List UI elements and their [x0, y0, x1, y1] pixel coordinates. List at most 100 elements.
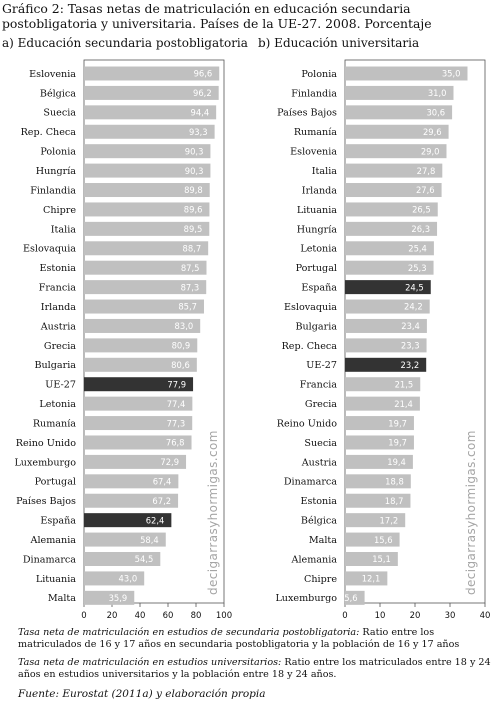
bar: [84, 85, 219, 100]
bar: [84, 357, 197, 372]
data-label: 29,0: [421, 146, 440, 156]
bar: [84, 299, 204, 314]
bar: [84, 318, 201, 333]
data-label: 5,6: [344, 593, 357, 603]
bar: [345, 338, 427, 353]
data-label: 88,7: [183, 243, 202, 253]
category-label: Polonia: [40, 147, 76, 158]
bar: [345, 124, 449, 139]
bar: [345, 144, 447, 159]
category-label: Finlandia: [30, 185, 76, 196]
bar: [84, 474, 179, 489]
category-label: Italia: [312, 166, 338, 177]
watermark-b: decigarrasyhormigas.com: [464, 430, 478, 595]
bar: [84, 163, 211, 178]
note-secundaria-text: Ratio entre los matriculados de 16 y 17 …: [18, 627, 460, 650]
category-label: Lituania: [297, 205, 337, 216]
data-label: 19,7: [388, 438, 407, 448]
category-label: Países Bajos: [277, 108, 337, 119]
watermark-a: decigarrasyhormigas.com: [206, 430, 220, 595]
category-label: Letonia: [39, 399, 76, 410]
data-label: 87,3: [181, 282, 200, 292]
panel-b: 0 10 20 30 40 Polonia 35,0 Finlandia 31,0 Países …: [275, 59, 491, 621]
category-label: Portugal: [296, 263, 337, 274]
data-label: 43,0: [119, 574, 138, 584]
category-label: UE-27: [45, 380, 76, 391]
data-label: 15,6: [374, 535, 393, 545]
data-label: 18,7: [385, 496, 404, 506]
category-label: Dinamarca: [23, 554, 76, 565]
category-label: Malta: [309, 535, 337, 546]
note-universitaria-text: Ratio entre los matriculados entre 18 y …: [18, 657, 491, 680]
bar: [84, 260, 207, 275]
data-label: 77,4: [167, 399, 186, 409]
bar: [84, 416, 193, 431]
data-label: 67,4: [153, 477, 172, 487]
data-label: 62,4: [146, 515, 165, 525]
bar: [345, 552, 398, 566]
category-label: Reino Unido: [277, 418, 337, 429]
bar: [345, 357, 427, 372]
data-label: 80,6: [171, 360, 190, 370]
x-tick-label: 60: [163, 611, 174, 621]
bar: [345, 183, 442, 198]
category-label: Lituania: [36, 574, 76, 585]
x-tick-label: 20: [107, 611, 118, 621]
data-label: 96,2: [193, 88, 212, 98]
bar: [84, 552, 161, 566]
bar: [345, 377, 421, 392]
bar: [84, 571, 145, 586]
x-tick-label: 40: [135, 611, 146, 621]
data-label: 94,4: [191, 108, 210, 118]
bar: [345, 280, 431, 295]
bar: [345, 221, 438, 236]
x-tick-label: 100: [216, 611, 232, 621]
note-universitaria: Tasa neta de matriculación en estudios u…: [18, 657, 496, 681]
panel-a: 0 20 40 60 80 100 Eslovenia 96,6 Bélgica 96,2 Suec…: [14, 59, 232, 621]
bar: [345, 105, 453, 120]
data-label: 21,5: [395, 379, 414, 389]
x-tick-label: 10: [375, 611, 386, 621]
data-label: 15,1: [372, 554, 391, 564]
category-label: Polonia: [301, 69, 337, 80]
category-label: Eslovaquia: [284, 302, 337, 313]
data-label: 77,3: [167, 418, 186, 428]
bar: [345, 85, 454, 100]
category-label: Alemania: [30, 535, 77, 546]
data-label: 26,5: [412, 205, 431, 215]
data-label: 67,2: [152, 496, 171, 506]
category-label: Portugal: [35, 477, 76, 488]
category-label: Bélgica: [40, 88, 76, 99]
bar: [84, 183, 210, 198]
bar: [345, 299, 430, 314]
data-label: 24,5: [405, 282, 424, 292]
bar: [84, 532, 166, 547]
data-label: 19,7: [388, 418, 407, 428]
data-label: 30,6: [426, 108, 445, 118]
bar: [345, 202, 438, 217]
data-label: 25,4: [408, 243, 427, 253]
bar: [84, 513, 172, 528]
category-label: Dinamarca: [284, 477, 337, 488]
category-label: Grecia: [44, 341, 76, 352]
data-label: 76,8: [166, 438, 185, 448]
data-label: 27,8: [417, 166, 436, 176]
source-note: Fuente: Eurostat (2011a) y elaboración p…: [18, 688, 266, 700]
category-label: España: [301, 283, 337, 294]
category-label: Francia: [39, 283, 77, 294]
category-label: Bulgaria: [34, 360, 76, 371]
panel-a-title: a) Educación secundaria postobligatoria: [2, 36, 248, 50]
bar: [84, 124, 215, 139]
bar: [345, 241, 434, 256]
x-tick-label: 40: [480, 611, 491, 621]
bar: [84, 435, 192, 450]
category-label: Países Bajos: [16, 496, 76, 507]
bar: [84, 66, 220, 81]
note-secundaria-label: Tasa neta de matriculación en estudios d…: [18, 627, 360, 638]
data-label: 24,2: [404, 302, 423, 312]
bar: [84, 590, 135, 605]
bar: [345, 571, 388, 586]
category-label: Suecia: [304, 438, 337, 449]
bar: [84, 377, 194, 392]
